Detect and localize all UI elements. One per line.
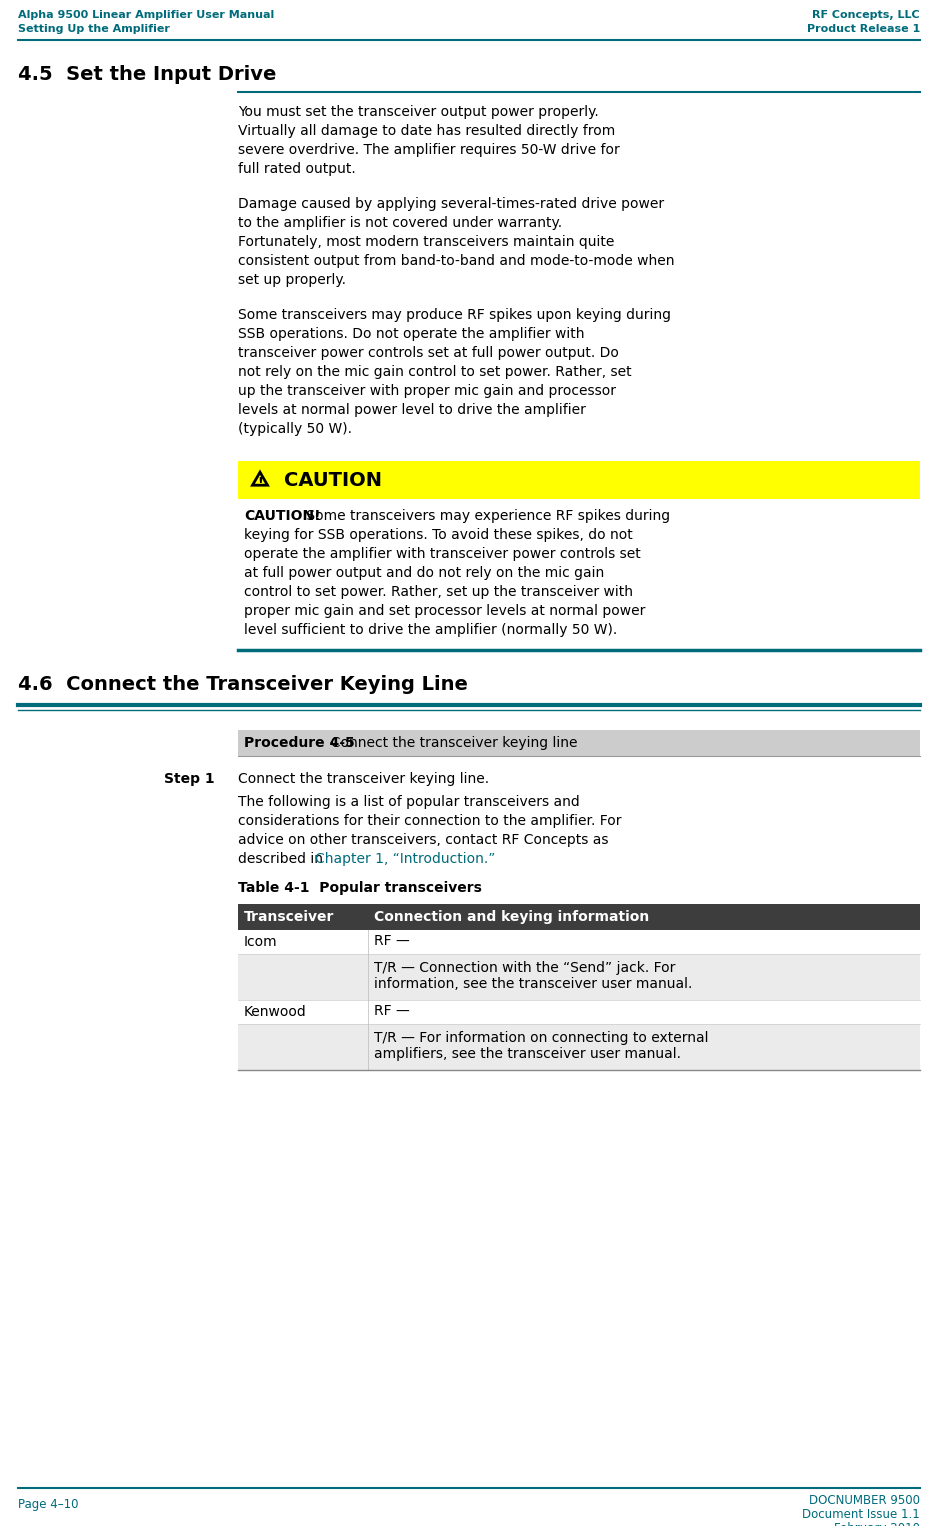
Text: Fortunately, most modern transceivers maintain quite: Fortunately, most modern transceivers ma… — [238, 235, 614, 249]
Text: Document Issue 1.1: Document Issue 1.1 — [802, 1508, 920, 1521]
Text: Product Release 1: Product Release 1 — [807, 24, 920, 34]
Text: Connection and keying information: Connection and keying information — [374, 909, 649, 925]
Text: RF —: RF — — [374, 934, 410, 948]
Text: information, see the transceiver user manual.: information, see the transceiver user ma… — [374, 977, 692, 990]
Text: Virtually all damage to date has resulted directly from: Virtually all damage to date has resulte… — [238, 124, 615, 137]
Text: Page 4–10: Page 4–10 — [18, 1499, 79, 1511]
Text: (typically 50 W).: (typically 50 W). — [238, 423, 352, 436]
Text: February 2010: February 2010 — [834, 1521, 920, 1526]
Text: Chapter 1, “Introduction.”: Chapter 1, “Introduction.” — [315, 852, 495, 865]
Text: control to set power. Rather, set up the transceiver with: control to set power. Rather, set up the… — [244, 584, 633, 600]
Text: Damage caused by applying several-times-rated drive power: Damage caused by applying several-times-… — [238, 197, 664, 211]
Text: Setting Up the Amplifier: Setting Up the Amplifier — [18, 24, 170, 34]
Text: Procedure 4-5: Procedure 4-5 — [244, 736, 355, 749]
Text: DOCNUMBER 9500: DOCNUMBER 9500 — [809, 1494, 920, 1508]
Text: considerations for their connection to the amplifier. For: considerations for their connection to t… — [238, 813, 622, 829]
Text: proper mic gain and set processor levels at normal power: proper mic gain and set processor levels… — [244, 604, 645, 618]
FancyBboxPatch shape — [238, 1000, 920, 1024]
Text: not rely on the mic gain control to set power. Rather, set: not rely on the mic gain control to set … — [238, 365, 631, 378]
Text: RF —: RF — — [374, 1004, 410, 1018]
Text: set up properly.: set up properly. — [238, 273, 346, 287]
Text: 4.5  Set the Input Drive: 4.5 Set the Input Drive — [18, 66, 277, 84]
Text: T/R — Connection with the “Send” jack. For: T/R — Connection with the “Send” jack. F… — [374, 961, 675, 975]
Text: Alpha 9500 Linear Amplifier User Manual: Alpha 9500 Linear Amplifier User Manual — [18, 11, 274, 20]
Text: CAUTION: CAUTION — [284, 470, 382, 490]
Text: Some transceivers may produce RF spikes upon keying during: Some transceivers may produce RF spikes … — [238, 308, 671, 322]
Text: amplifiers, see the transceiver user manual.: amplifiers, see the transceiver user man… — [374, 1047, 681, 1061]
Text: levels at normal power level to drive the amplifier: levels at normal power level to drive th… — [238, 403, 586, 417]
Text: CAUTION!: CAUTION! — [244, 510, 321, 523]
Text: !: ! — [257, 476, 263, 490]
Text: 4.6  Connect the Transceiver Keying Line: 4.6 Connect the Transceiver Keying Line — [18, 674, 468, 694]
Text: advice on other transceivers, contact RF Concepts as: advice on other transceivers, contact RF… — [238, 833, 609, 847]
FancyBboxPatch shape — [238, 929, 920, 954]
Text: Step 1: Step 1 — [164, 772, 215, 786]
Text: level sufficient to drive the amplifier (normally 50 W).: level sufficient to drive the amplifier … — [244, 623, 617, 636]
Text: keying for SSB operations. To avoid these spikes, do not: keying for SSB operations. To avoid thes… — [244, 528, 633, 542]
Text: Kenwood: Kenwood — [244, 1006, 307, 1019]
FancyBboxPatch shape — [238, 903, 920, 929]
FancyBboxPatch shape — [238, 1024, 920, 1070]
Text: Some transceivers may experience RF spikes during: Some transceivers may experience RF spik… — [302, 510, 670, 523]
Text: transceiver power controls set at full power output. Do: transceiver power controls set at full p… — [238, 346, 619, 360]
Text: Table 4-1  Popular transceivers: Table 4-1 Popular transceivers — [238, 881, 482, 896]
Text: described in: described in — [238, 852, 327, 865]
Text: full rated output.: full rated output. — [238, 162, 356, 175]
Text: Connect the transceiver keying line.: Connect the transceiver keying line. — [238, 772, 489, 786]
Text: Transceiver: Transceiver — [244, 909, 334, 925]
Text: You must set the transceiver output power properly.: You must set the transceiver output powe… — [238, 105, 598, 119]
Text: T/R — For information on connecting to external: T/R — For information on connecting to e… — [374, 1032, 708, 1045]
Text: Connect the transceiver keying line: Connect the transceiver keying line — [322, 736, 578, 749]
Text: SSB operations. Do not operate the amplifier with: SSB operations. Do not operate the ampli… — [238, 327, 584, 340]
Text: Icom: Icom — [244, 935, 278, 949]
Text: severe overdrive. The amplifier requires 50-W drive for: severe overdrive. The amplifier requires… — [238, 143, 620, 157]
Text: at full power output and do not rely on the mic gain: at full power output and do not rely on … — [244, 566, 604, 580]
Text: operate the amplifier with transceiver power controls set: operate the amplifier with transceiver p… — [244, 546, 641, 562]
FancyBboxPatch shape — [238, 729, 920, 755]
Text: consistent output from band-to-band and mode-to-mode when: consistent output from band-to-band and … — [238, 253, 674, 269]
Text: RF Concepts, LLC: RF Concepts, LLC — [812, 11, 920, 20]
FancyBboxPatch shape — [238, 461, 920, 499]
Text: up the transceiver with proper mic gain and processor: up the transceiver with proper mic gain … — [238, 385, 616, 398]
Text: The following is a list of popular transceivers and: The following is a list of popular trans… — [238, 795, 580, 809]
FancyBboxPatch shape — [238, 954, 920, 1000]
Text: to the amplifier is not covered under warranty.: to the amplifier is not covered under wa… — [238, 217, 562, 230]
